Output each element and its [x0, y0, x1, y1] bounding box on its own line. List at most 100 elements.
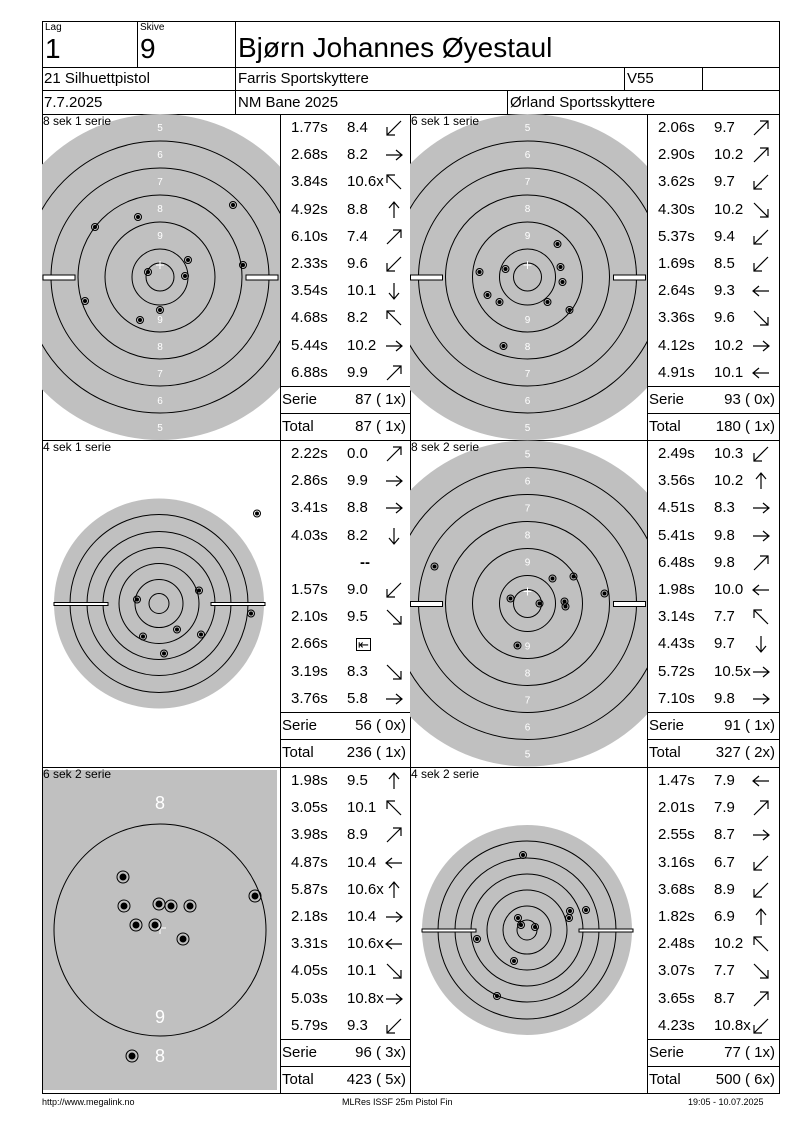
total-row-value: 87 ( 1x) — [355, 418, 406, 436]
direction-arrow-icon — [753, 963, 769, 979]
shot-time: 4.30s — [658, 200, 695, 218]
direction-arrow-icon — [753, 693, 770, 705]
shot-hole — [136, 316, 144, 324]
shot-score: 9.6 — [347, 255, 368, 272]
ring-number: 8 — [525, 204, 531, 215]
shot-hole — [173, 625, 181, 634]
direction-arrow-icon — [753, 990, 769, 1007]
shot-time: 4.68s — [291, 309, 328, 327]
shot-score: 8.7 — [714, 989, 735, 1007]
shot-hole — [253, 509, 261, 518]
series-label: 6 sek 1 serie — [411, 114, 480, 128]
shot-score: 8.2 — [347, 526, 368, 544]
shot-score: 9.9 — [347, 363, 368, 381]
shot-row: 1.82s 6.9 — [647, 903, 779, 930]
shot-score: 5.8 — [347, 689, 368, 707]
direction-arrow-icon — [752, 285, 769, 297]
direction-arrow-icon — [755, 908, 767, 925]
shot-score: 9.0 — [347, 581, 368, 598]
shot-time: 2.86s — [291, 472, 328, 490]
shot-hole — [548, 574, 557, 583]
shot-row: 3.68s 8.9 — [647, 876, 779, 903]
mean-marker — [523, 587, 532, 596]
target-plot: 5 5 6 6 7 7 8 8 9 9 — [410, 440, 647, 767]
shot-score: 8.9 — [347, 826, 368, 844]
total-row: Total 180 ( 1x) — [647, 413, 779, 440]
shot-hole — [181, 272, 189, 280]
shot-hole — [229, 201, 237, 209]
direction-arrow-icon — [753, 609, 769, 625]
shot-time: 6.10s — [291, 227, 328, 245]
footer-url[interactable]: http://www.megalink.no — [42, 1097, 135, 1107]
direction-arrow-icon — [386, 149, 403, 161]
shot-hole — [195, 586, 203, 595]
ring-number: 6 — [525, 150, 531, 161]
direction-arrow-icon — [753, 174, 769, 190]
direction-arrow-icon — [385, 857, 402, 869]
target-plot — [53, 498, 266, 709]
shot-row: 1.47s 7.9 — [647, 767, 779, 794]
shot-time: 1.77s — [291, 119, 328, 136]
shot-hole — [483, 291, 492, 299]
shot-time: 7.10s — [658, 689, 695, 707]
ring-number: 9 — [525, 642, 531, 653]
shot-row: 6.88s 9.9 — [280, 359, 410, 386]
shot-row: 3.14s 7.7 — [647, 603, 779, 630]
direction-arrow-icon — [386, 475, 403, 487]
shot-hole — [475, 268, 484, 276]
shot-row: 5.41s 9.8 — [647, 522, 779, 549]
serie-row-value: 77 ( 1x) — [724, 1044, 775, 1061]
shot-row: 2.01s 7.9 — [647, 794, 779, 821]
discipline: 21 Silhuettpistol — [44, 70, 150, 87]
direction-arrow-icon — [388, 283, 400, 301]
series-label: 4 sek 2 serie — [411, 767, 480, 781]
ring-number: 5 — [525, 450, 531, 461]
shot-time: 3.16s — [658, 853, 695, 871]
ring-number: 6 — [525, 477, 531, 488]
target-plot: 8 9 8 — [43, 770, 277, 1090]
shot-time: 3.19s — [291, 662, 328, 680]
direction-arrow-icon — [386, 1018, 402, 1034]
shot-row: 4.12s 10.2 — [647, 332, 779, 359]
total-row-value: 500 ( 6x) — [715, 1071, 775, 1089]
total-row-value: 423 ( 5x) — [346, 1071, 406, 1089]
ring-number: 9 — [157, 231, 163, 242]
shot-hole — [248, 889, 262, 903]
ring-number: 7 — [157, 177, 163, 188]
shot-time: 1.98s — [291, 772, 328, 789]
shot-time: 2.49s — [658, 445, 695, 462]
shot-score: 10.6x — [347, 173, 384, 191]
shot-time: 5.72s — [658, 662, 695, 680]
total-row-label: Total — [282, 1071, 314, 1089]
direction-arrow-icon — [753, 446, 769, 462]
shot-score: 10.2 — [347, 336, 377, 354]
direction-arrow-icon — [388, 200, 400, 218]
serie-row-value: 91 ( 1x) — [724, 717, 775, 734]
shot-score: 9.5 — [347, 772, 368, 789]
total-row: Total 87 ( 1x) — [280, 413, 410, 440]
target-face — [410, 440, 647, 767]
direction-arrow-icon — [753, 147, 769, 163]
serie-row-value: 96 ( 3x) — [355, 1044, 406, 1061]
ring-number: 8 — [155, 1046, 165, 1066]
shot-time: 2.55s — [658, 826, 695, 844]
shot-hole — [535, 599, 544, 608]
lag-value: 1 — [45, 33, 61, 64]
serie-row: Serie 93 ( 0x) — [647, 386, 779, 413]
shot-score: 9.8 — [714, 689, 735, 707]
target-face — [421, 825, 634, 1035]
shot-row: 2.49s 10.3 — [647, 440, 779, 467]
shot-row: 3.31s 10.6x — [280, 930, 410, 957]
shot-score: 8.8 — [347, 499, 368, 517]
shot-row: 1.98s 9.5 — [280, 767, 410, 794]
shot-time: 3.41s — [291, 499, 328, 517]
target-plot — [421, 825, 634, 1035]
shot-score: 10.2 — [714, 146, 744, 164]
series-label: 4 sek 1 serie — [43, 440, 112, 454]
shot-score: 9.7 — [714, 635, 735, 653]
direction-arrow-icon — [753, 202, 769, 218]
shot-row: 3.54s 10.1 — [280, 277, 410, 304]
shot-time: 4.43s — [658, 635, 695, 653]
direction-arrow-icon — [753, 555, 769, 571]
series-label: 8 sek 2 serie — [411, 440, 480, 454]
